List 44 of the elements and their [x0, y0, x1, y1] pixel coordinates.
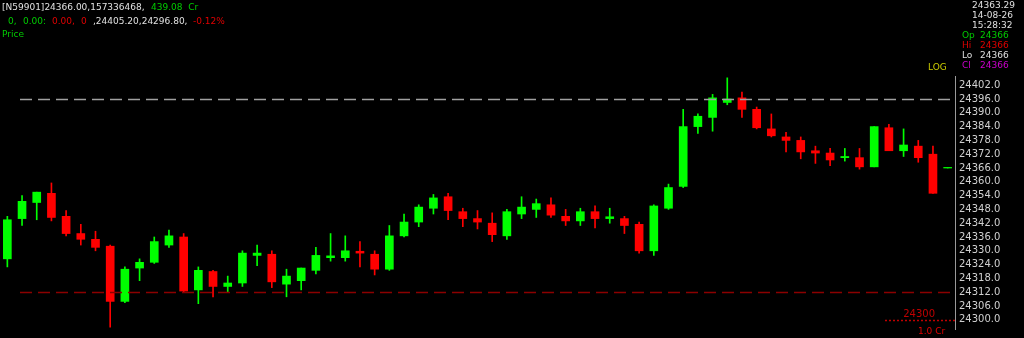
text: Price — [2, 29, 24, 39]
y-tick-label: 24366.0 — [959, 161, 1001, 173]
text: ,24405.20,24296.80, — [93, 16, 188, 26]
y-tick-label: 24360.0 — [959, 175, 1001, 187]
text: 0 — [81, 16, 87, 26]
y-tick-label: 24312.0 — [959, 285, 1001, 297]
text: 0.00, — [52, 16, 75, 26]
text: Op — [962, 30, 975, 40]
text: 24366 — [980, 30, 1009, 40]
y-tick-label: 24396.0 — [959, 92, 1001, 104]
y-tick-label: 24324.0 — [959, 258, 1001, 270]
text: [N59901]24366.00,157336468, — [2, 2, 145, 12]
text: 14-08-26 — [972, 10, 1013, 20]
text: 24366 — [980, 60, 1009, 70]
y-tick-label: 24306.0 — [959, 299, 1001, 311]
text: LOG — [928, 62, 947, 72]
text: Cl — [962, 60, 971, 70]
text: -0.12% — [193, 16, 225, 26]
y-tick-label: 24378.0 — [959, 133, 1001, 145]
candlestick — [605, 207, 615, 224]
y-tick-label: 24318.0 — [959, 271, 1001, 283]
text: Lo — [962, 50, 973, 60]
text: Hi — [962, 40, 972, 50]
text: 439.08 Cr — [151, 2, 199, 12]
y-tick-label: 24348.0 — [959, 202, 1001, 214]
y-tick-label: 24384.0 — [959, 120, 1001, 132]
text: 24363.29 — [972, 0, 1015, 10]
y-tick-label: 24372.0 — [959, 147, 1001, 159]
y-tick-label: 24336.0 — [959, 230, 1001, 242]
y-tick-label: 24342.0 — [959, 216, 1001, 228]
text: 15:28:32 — [972, 20, 1013, 30]
candlestick — [252, 244, 262, 267]
y-tick-label: 24402.0 — [959, 78, 1001, 90]
y-tick-label: 24390.0 — [959, 106, 1001, 118]
text: 0.00: — [23, 16, 47, 26]
annotation: 1.0 Cr — [918, 326, 946, 336]
y-tick-label: 24300.0 — [959, 313, 1001, 325]
text: 24366 — [980, 40, 1009, 50]
y-tick-label: 24354.0 — [959, 189, 1001, 201]
candlestick — [840, 148, 850, 162]
ref-line-label: 24300 — [903, 308, 935, 320]
text: 24366 — [980, 50, 1009, 60]
y-tick-label: 24330.0 — [959, 244, 1001, 256]
text: 0, — [8, 16, 17, 26]
